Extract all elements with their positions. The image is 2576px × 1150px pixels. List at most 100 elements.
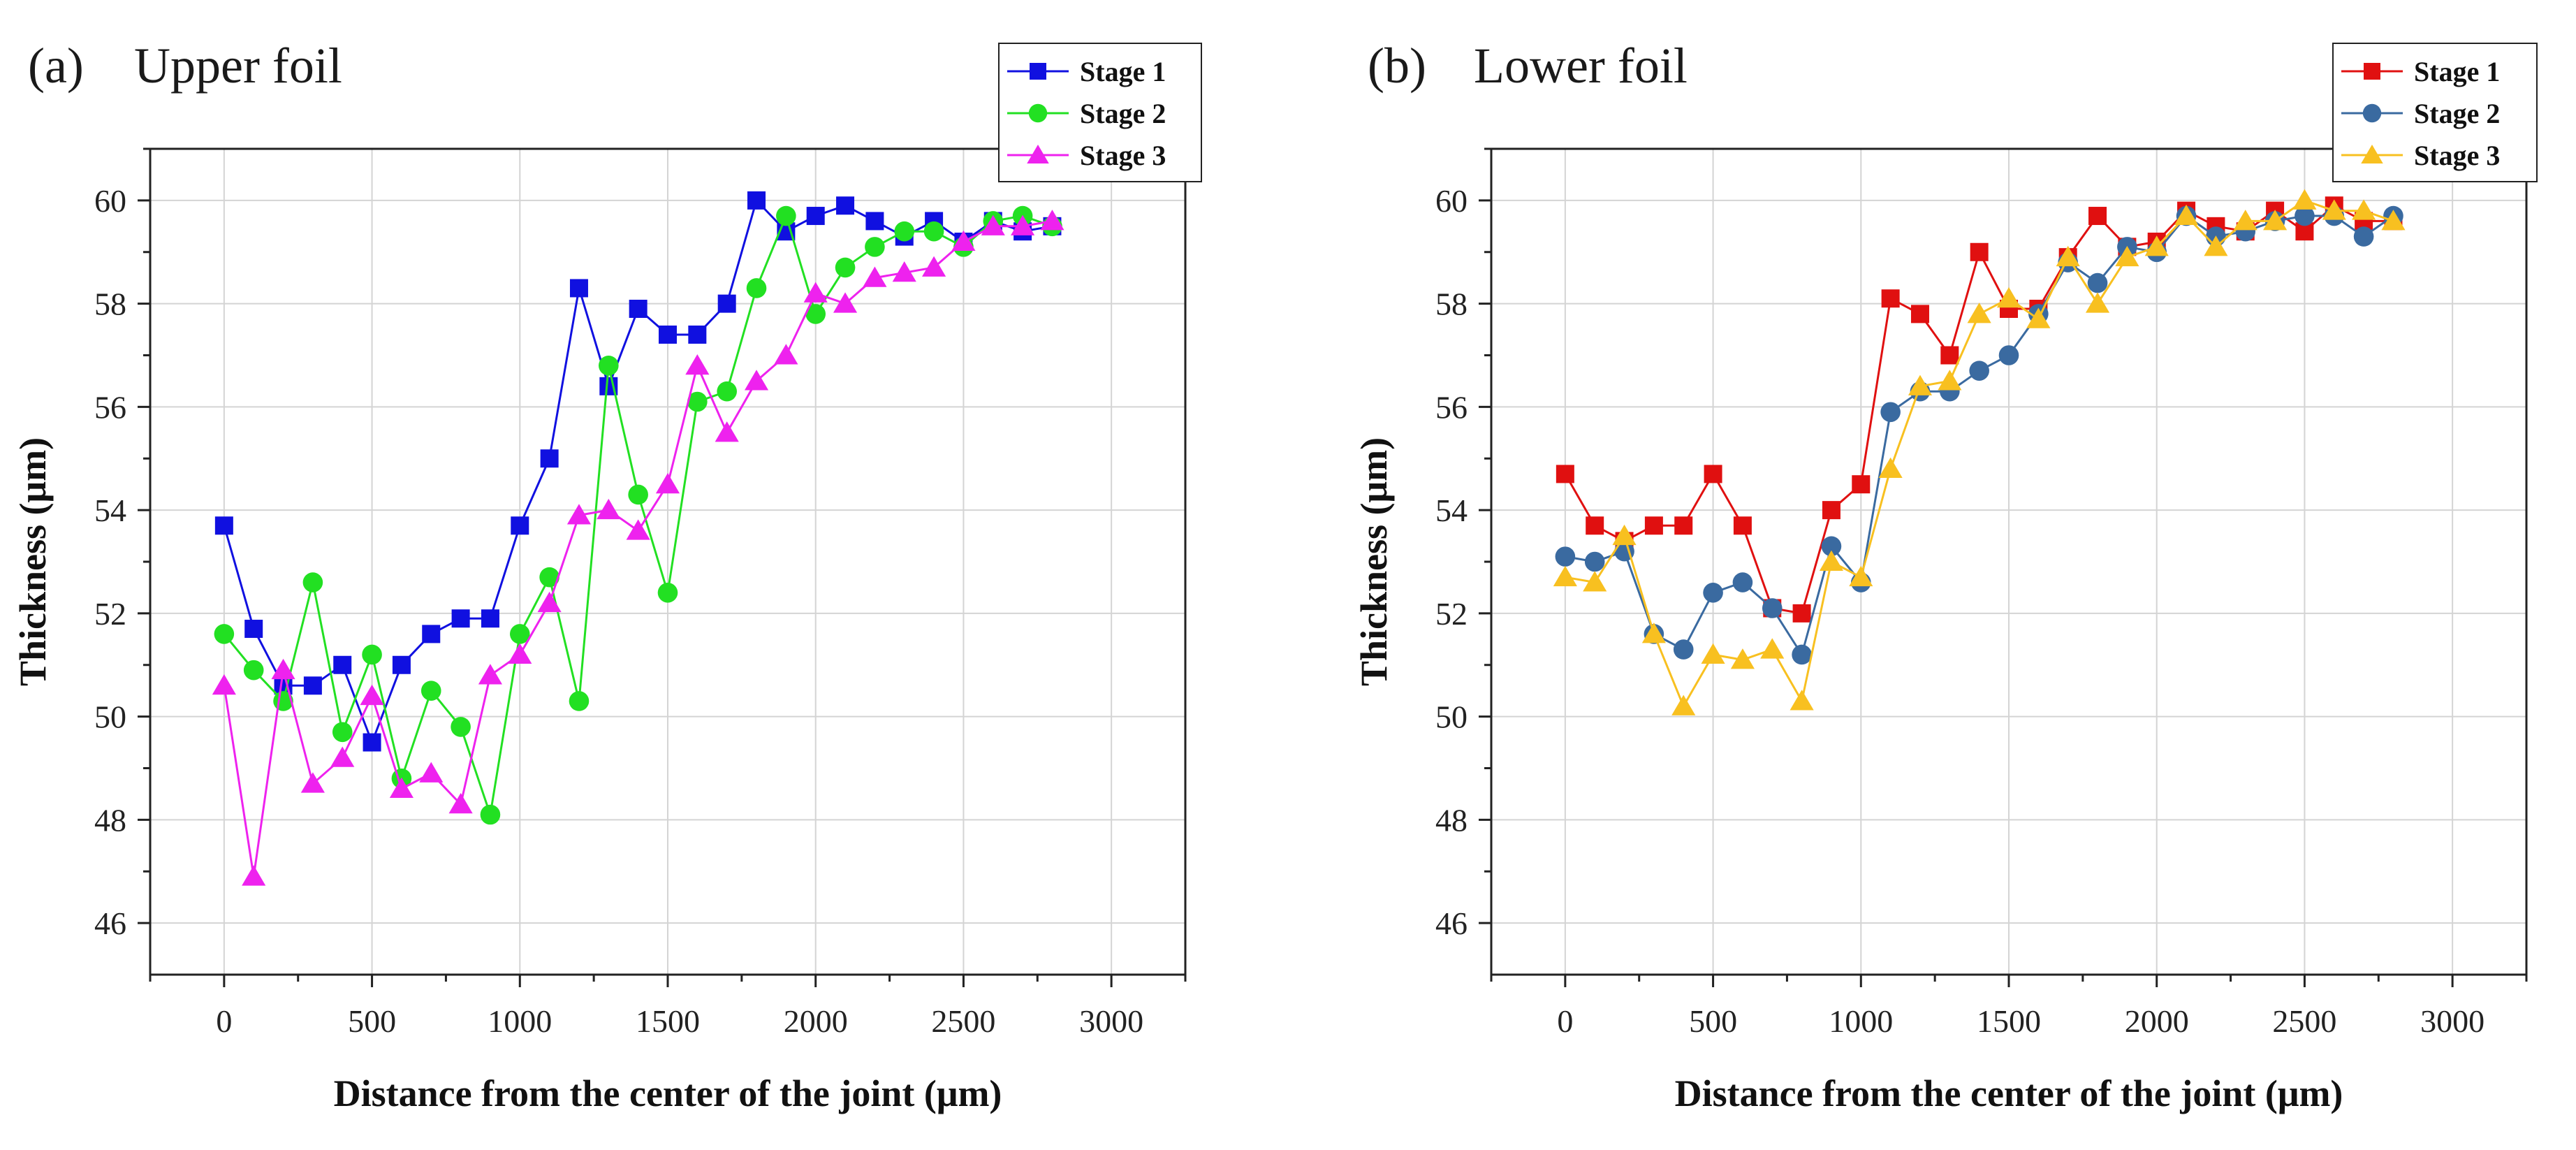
data-point xyxy=(303,676,322,695)
data-point xyxy=(360,684,384,706)
data-point xyxy=(1040,210,1064,231)
data-point xyxy=(1881,289,1900,308)
legend-item: Stage 2 xyxy=(1007,98,1166,129)
x-tick-label: 500 xyxy=(348,1003,396,1039)
legend-label: Stage 1 xyxy=(1080,56,1166,87)
data-point xyxy=(1671,694,1696,715)
x-tick-label: 2500 xyxy=(931,1003,995,1039)
data-point xyxy=(1998,345,2019,365)
data-point xyxy=(1852,475,1871,494)
data-point xyxy=(1880,402,1901,423)
x-axis-label: Distance from the center of the joint (μ… xyxy=(334,1072,1002,1114)
data-point xyxy=(2087,272,2108,293)
y-tick-label: 54 xyxy=(94,493,126,528)
legend-marker xyxy=(1030,63,1046,80)
data-point xyxy=(865,237,885,257)
legend-marker xyxy=(1028,103,1048,123)
data-point xyxy=(2088,207,2107,226)
legend-item: Stage 3 xyxy=(2341,140,2500,171)
data-point xyxy=(451,609,470,628)
data-point xyxy=(537,591,562,613)
y-tick-label: 56 xyxy=(1435,389,1468,425)
axis-ticks: 0 500 1000 1500 2000 2500 3000 46 48 50 52 54 56 58 60 xyxy=(94,147,1187,1039)
legend-item: Stage 2 xyxy=(2341,98,2500,129)
data-point xyxy=(363,733,381,752)
data-point xyxy=(2233,210,2257,231)
data-point xyxy=(302,572,323,592)
data-point xyxy=(1849,565,1873,587)
data-point xyxy=(511,516,529,535)
x-tick-label: 0 xyxy=(216,1003,232,1039)
data-point xyxy=(1760,638,1785,659)
data-point xyxy=(1967,303,1991,323)
data-point xyxy=(1910,305,1929,323)
data-point xyxy=(657,583,678,603)
data-point xyxy=(805,304,826,324)
data-point xyxy=(271,658,295,680)
data-point xyxy=(894,221,915,242)
data-point xyxy=(1730,648,1755,669)
data-point xyxy=(776,205,796,226)
data-point xyxy=(1556,465,1574,483)
data-point xyxy=(655,472,680,494)
series-stage-2 xyxy=(214,205,1062,825)
x-tick-label: 0 xyxy=(1557,1003,1573,1039)
data-point xyxy=(1011,214,1035,235)
data-point xyxy=(451,717,471,737)
gridlines xyxy=(1491,149,2526,975)
data-point xyxy=(1938,370,1962,391)
data-point xyxy=(744,370,769,391)
data-point xyxy=(685,354,710,375)
legend-marker xyxy=(1027,145,1049,163)
data-point xyxy=(1970,242,1989,261)
data-point xyxy=(2204,235,2228,256)
data-point xyxy=(2115,245,2139,267)
data-point xyxy=(2026,307,2051,328)
data-point xyxy=(1586,516,1604,535)
data-point xyxy=(1792,604,1811,623)
panel-b-label: (b) xyxy=(1368,38,1426,94)
x-tick-label: 1500 xyxy=(636,1003,700,1039)
data-point xyxy=(480,804,501,825)
y-tick-label: 60 xyxy=(94,183,126,219)
data-point xyxy=(244,620,263,639)
y-tick-label: 58 xyxy=(94,286,126,322)
x-tick-label: 3000 xyxy=(1079,1003,1143,1039)
y-tick-label: 46 xyxy=(1435,905,1468,941)
panel-a-title: Upper foil xyxy=(134,38,342,94)
legend-label: Stage 2 xyxy=(2414,98,2500,129)
data-point xyxy=(1701,643,1725,664)
panel-a: (a) Upper foil 0 500 1000 1500 2000 2500 3000 4… xyxy=(12,38,1202,1114)
data-point xyxy=(1822,501,1840,520)
data-point xyxy=(2144,235,2169,256)
data-point xyxy=(1555,546,1576,567)
legend: Stage 1 Stage 2 Stage 3 xyxy=(2332,43,2538,182)
data-point xyxy=(806,207,825,226)
data-point xyxy=(1821,536,1842,557)
data-point xyxy=(1940,346,1959,365)
plot-upper-foil: 0 500 1000 1500 2000 2500 3000 46 48 50 52 54 56 58 60… xyxy=(12,43,1202,1114)
data-point xyxy=(1792,644,1812,665)
x-axis-label: Distance from the center of the joint (μ… xyxy=(1675,1072,2343,1114)
data-point xyxy=(2174,204,2199,226)
data-point xyxy=(1612,524,1637,546)
data-point xyxy=(1733,516,1752,535)
data-point xyxy=(362,644,382,665)
data-point xyxy=(923,221,944,242)
x-tick-label: 2000 xyxy=(784,1003,848,1039)
data-point xyxy=(300,772,325,793)
data-point xyxy=(419,762,444,783)
y-tick-label: 46 xyxy=(94,905,126,941)
data-point xyxy=(659,325,677,344)
data-point xyxy=(717,381,737,402)
data-point xyxy=(566,504,592,525)
data-point xyxy=(389,777,414,799)
data-point xyxy=(1704,465,1722,483)
data-point xyxy=(2263,210,2288,231)
data-point xyxy=(626,519,650,540)
data-point xyxy=(2352,199,2376,220)
data-point xyxy=(688,325,707,344)
data-point xyxy=(599,355,619,376)
data-point xyxy=(1996,286,2021,308)
